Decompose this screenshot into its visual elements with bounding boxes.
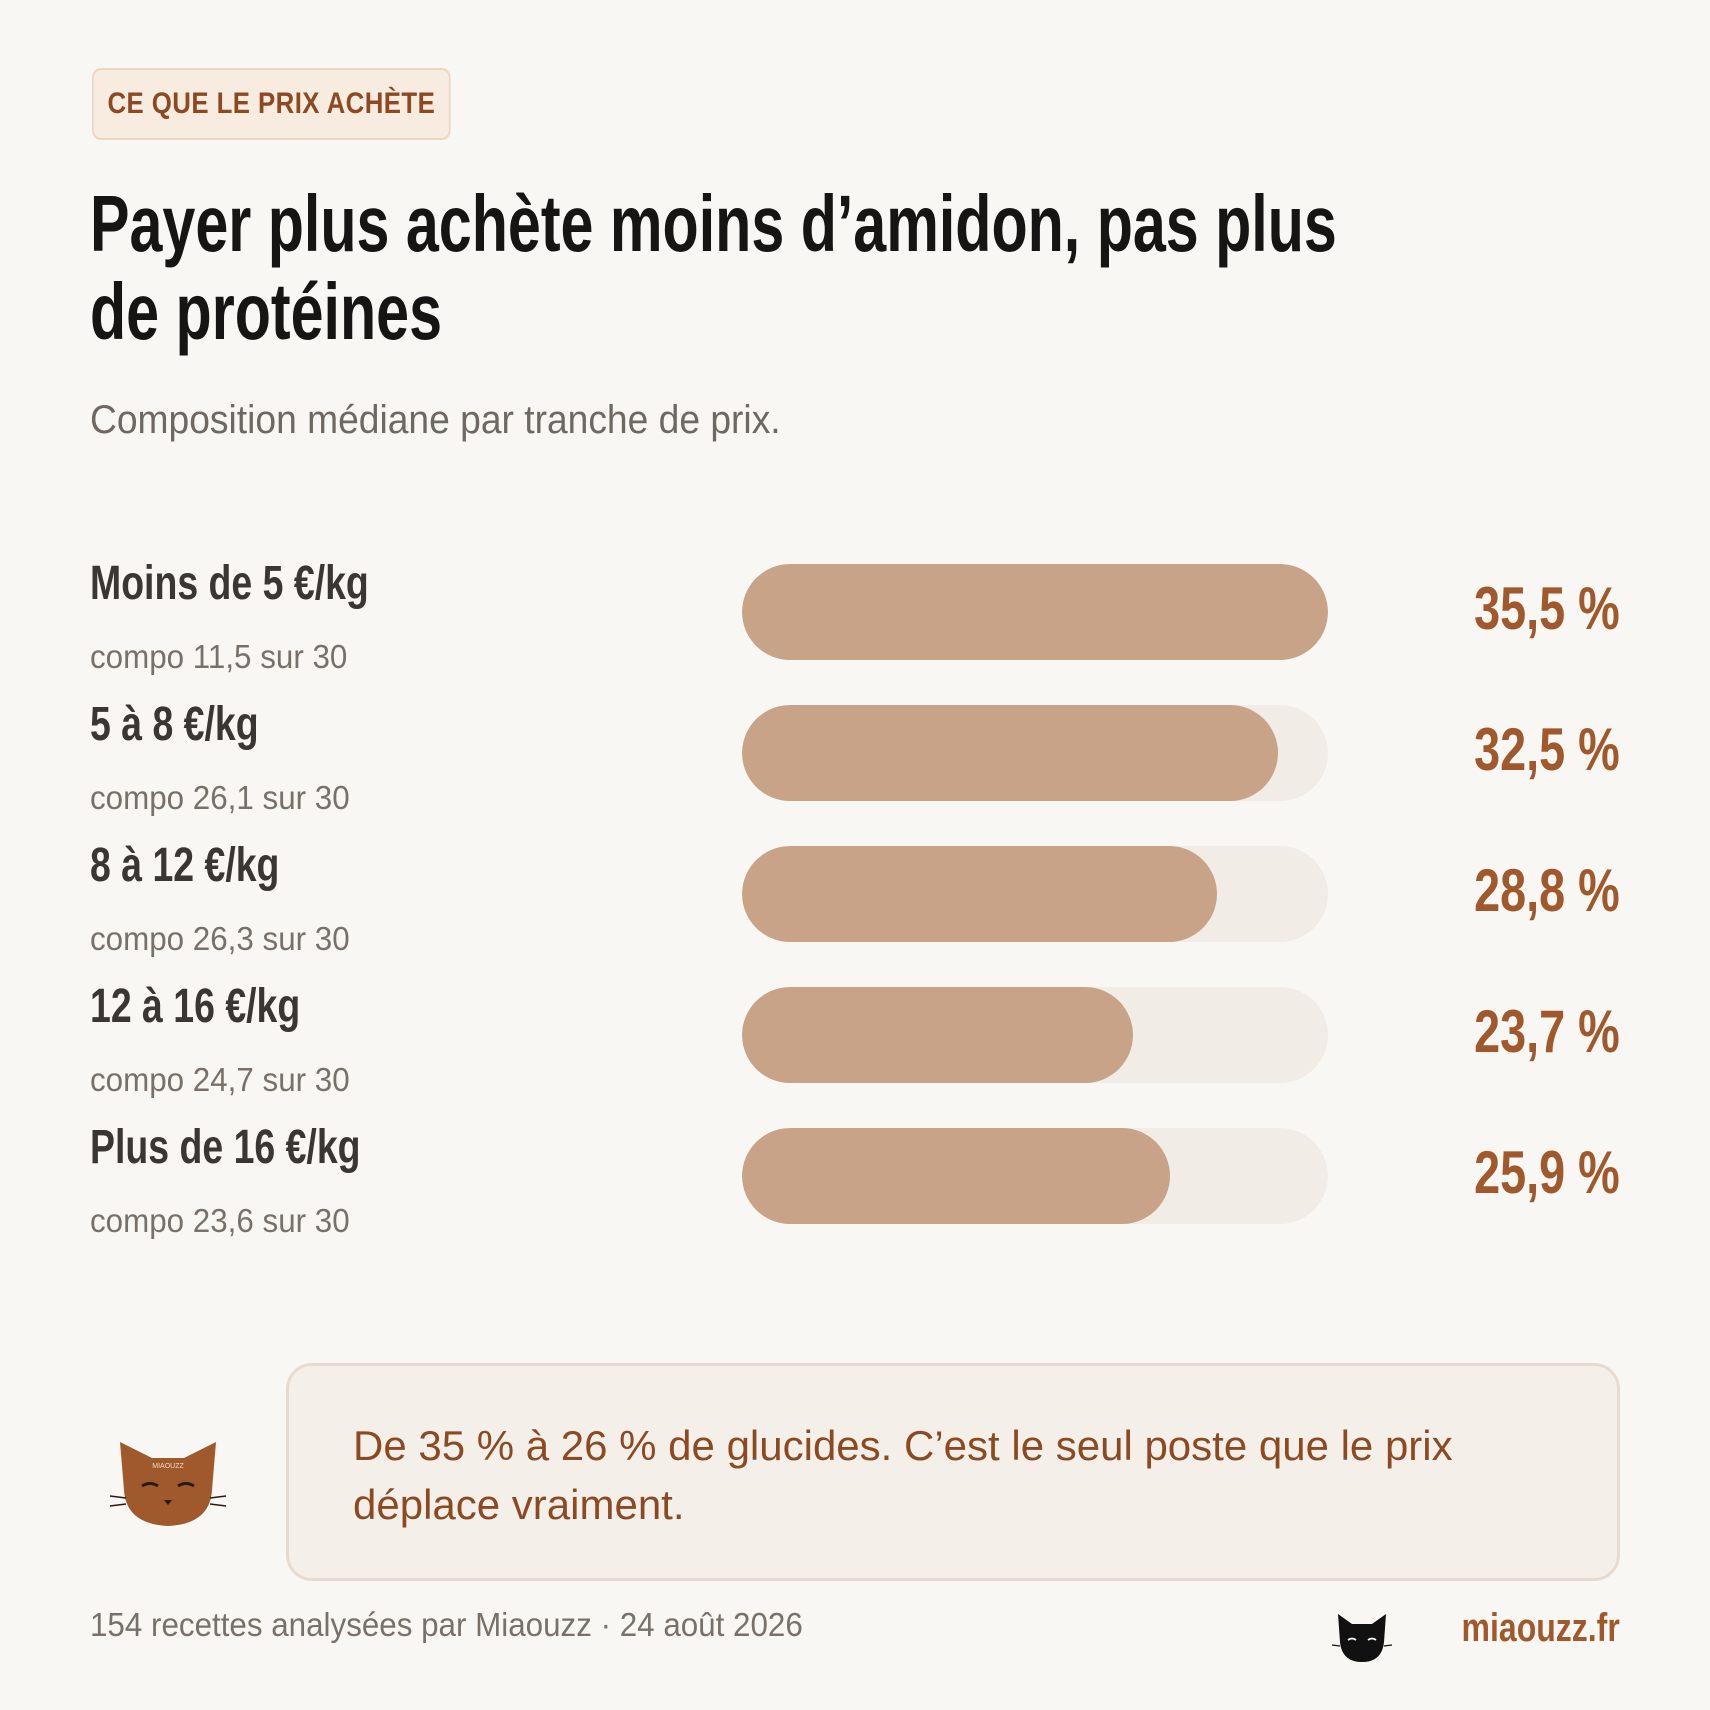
- bar: [742, 846, 1218, 942]
- cat-head-icon: [1332, 1614, 1392, 1662]
- footer-brand[interactable]: miaouzz.fr: [1461, 1606, 1620, 1650]
- category-label: Plus de 16 €/kg: [90, 1121, 361, 1174]
- bar-value-label: 35,5 %: [1474, 575, 1620, 642]
- category-sublabel: compo 26,3 sur 30: [90, 920, 350, 957]
- bar-row: 5 à 8 €/kg compo 26,1 sur 30 32,5 %: [0, 697, 1710, 837]
- category-label: 12 à 16 €/kg: [90, 980, 301, 1033]
- category-label: 8 à 12 €/kg: [90, 839, 280, 892]
- page-subtitle: Composition médiane par tranche de prix.: [90, 398, 781, 442]
- category-label: 5 à 8 €/kg: [90, 698, 259, 751]
- category-sublabel: compo 26,1 sur 30: [90, 779, 350, 816]
- bar-row: 12 à 16 €/kg compo 24,7 sur 30 23,7 %: [0, 979, 1710, 1119]
- category-label: Moins de 5 €/kg: [90, 557, 369, 610]
- bar: [742, 564, 1328, 660]
- page-title: Payer plus achète moins d’amidon, pas pl…: [90, 179, 1337, 356]
- callout-box: De 35 % à 26 % de glucides. C’est le seu…: [286, 1363, 1620, 1581]
- cat-face-icon: MIAOUZZ: [109, 1442, 227, 1526]
- bar-track: [742, 705, 1328, 801]
- category-sublabel: compo 11,5 sur 30: [90, 638, 348, 675]
- bar: [742, 1128, 1170, 1224]
- callout-text: De 35 % à 26 % de glucides. C’est le seu…: [353, 1422, 1453, 1528]
- bar: [742, 705, 1279, 801]
- category-sublabel: compo 24,7 sur 30: [90, 1061, 350, 1098]
- footer-source: 154 recettes analysées par Miaouzz · 24 …: [90, 1606, 803, 1643]
- bar-value-label: 25,9 %: [1474, 1139, 1620, 1206]
- bar-track: [742, 1128, 1328, 1224]
- bar-track: [742, 987, 1328, 1083]
- bar-value-label: 28,8 %: [1474, 857, 1620, 924]
- section-tag: CE QUE LE PRIX ACHÈTE: [92, 68, 451, 140]
- bar: [742, 987, 1134, 1083]
- bar-row: 8 à 12 €/kg compo 26,3 sur 30 28,8 %: [0, 838, 1710, 978]
- svg-text:MIAOUZZ: MIAOUZZ: [152, 1463, 184, 1470]
- bar-value-label: 32,5 %: [1474, 716, 1620, 783]
- bar-track: [742, 564, 1328, 660]
- bar-value-label: 23,7 %: [1474, 998, 1620, 1065]
- bar-track: [742, 846, 1328, 942]
- bar-row: Plus de 16 €/kg compo 23,6 sur 30 25,9 %: [0, 1120, 1710, 1260]
- bar-row: Moins de 5 €/kg compo 11,5 sur 30 35,5 %: [0, 556, 1710, 696]
- category-sublabel: compo 23,6 sur 30: [90, 1202, 350, 1239]
